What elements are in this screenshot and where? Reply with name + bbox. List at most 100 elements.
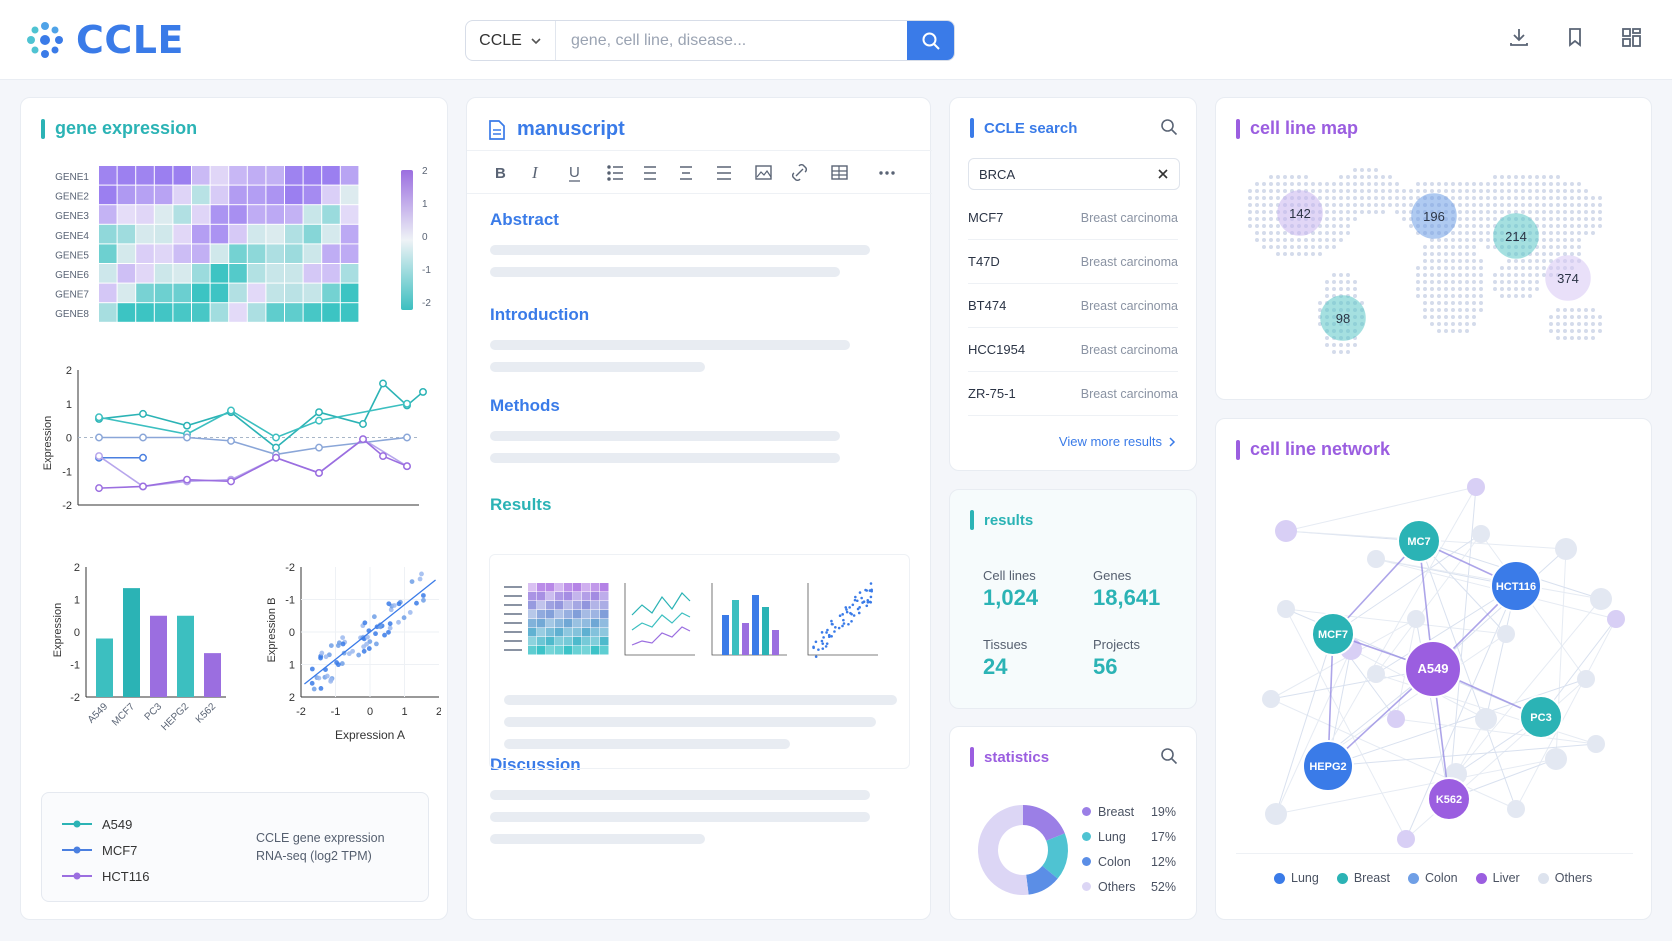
heatmap-cell[interactable]	[340, 205, 359, 224]
scatter-point[interactable]	[311, 686, 317, 692]
heatmap-cell[interactable]	[210, 205, 229, 224]
heatmap-cell[interactable]	[117, 264, 136, 283]
scatter-point[interactable]	[373, 631, 378, 637]
download-icon[interactable]	[1508, 26, 1530, 48]
italic-icon[interactable]: I	[531, 163, 539, 182]
heatmap-cell[interactable]	[99, 244, 117, 263]
scatter-point[interactable]	[365, 634, 370, 640]
heatmap-cell[interactable]	[117, 185, 136, 205]
line-point[interactable]	[272, 453, 280, 462]
heatmap-cell[interactable]	[247, 283, 266, 303]
section-heading-results[interactable]: Results	[490, 495, 552, 514]
network-node-hct116[interactable]: HCT116	[1490, 560, 1542, 612]
line-point[interactable]	[227, 406, 235, 415]
heatmap-cell[interactable]	[173, 283, 191, 303]
heatmap-cell[interactable]	[303, 264, 322, 283]
logo[interactable]: CCLE	[24, 18, 184, 62]
heatmap-cell[interactable]	[340, 244, 359, 263]
search-input[interactable]	[556, 21, 907, 60]
map-bubble[interactable]: 196	[1411, 193, 1457, 239]
line-point[interactable]	[227, 477, 235, 486]
heatmap-cell[interactable]	[192, 264, 210, 283]
search-result-row[interactable]: ZR-75-1 Breast carcinoma	[968, 372, 1178, 416]
scatter-point[interactable]	[362, 620, 368, 626]
heatmap-cell[interactable]	[266, 205, 284, 224]
heatmap-cell[interactable]	[99, 264, 117, 283]
section-heading-introduction[interactable]: Introduction	[490, 305, 590, 324]
scatter-point[interactable]	[323, 654, 329, 660]
scatter-point[interactable]	[335, 643, 341, 648]
section-heading-discussion[interactable]: Discussion	[490, 755, 581, 774]
line-point[interactable]	[315, 408, 323, 417]
clear-icon[interactable]	[1157, 168, 1169, 180]
gene-expression-line-chart[interactable]: 2 1 0 -1 -2 Expression	[21, 358, 449, 538]
heatmap-cell[interactable]	[136, 224, 154, 244]
line-point[interactable]	[139, 453, 147, 462]
line-point[interactable]	[403, 433, 411, 442]
scatter-point[interactable]	[419, 571, 424, 577]
donut-slice-lung[interactable]	[1042, 833, 1068, 879]
heatmap-cell[interactable]	[322, 166, 340, 185]
section-heading-abstract[interactable]: Abstract	[490, 210, 559, 229]
scatter-point[interactable]	[366, 646, 372, 651]
scatter-point[interactable]	[382, 632, 387, 638]
bookmark-icon[interactable]	[1564, 26, 1586, 48]
scatter-point[interactable]	[339, 661, 345, 666]
heatmap-cell[interactable]	[229, 224, 247, 244]
heatmap-cell[interactable]	[285, 303, 303, 322]
scatter-point[interactable]	[324, 673, 330, 679]
heatmap-cell[interactable]	[303, 283, 322, 303]
network-legend-item[interactable]: Breast	[1336, 871, 1390, 885]
results-figure-panel[interactable]	[489, 554, 910, 769]
scatter-point[interactable]	[361, 648, 367, 654]
heatmap-cell[interactable]	[247, 264, 266, 283]
network-legend-item[interactable]: Lung	[1274, 871, 1319, 885]
scatter-point[interactable]	[328, 678, 334, 684]
section-heading-methods[interactable]: Methods	[490, 396, 560, 415]
heatmap-cell[interactable]	[285, 224, 303, 244]
map-bubble[interactable]: 142	[1277, 190, 1323, 236]
heatmap-cell[interactable]	[99, 224, 117, 244]
heatmap-cell[interactable]	[229, 264, 247, 283]
scatter-point[interactable]	[373, 641, 379, 647]
scatter-point[interactable]	[386, 629, 391, 635]
heatmap-cell[interactable]	[192, 166, 210, 185]
heatmap-cell[interactable]	[266, 244, 284, 263]
heatmap-cell[interactable]	[285, 166, 303, 185]
donut-slice-colon[interactable]	[1026, 865, 1058, 895]
scatter-point[interactable]	[309, 680, 315, 686]
network-node-hepg2[interactable]: HEPG2	[1302, 740, 1354, 792]
align-center-icon[interactable]	[680, 166, 692, 180]
bar-pc3[interactable]	[150, 615, 167, 697]
line-point[interactable]	[315, 443, 323, 452]
line-point[interactable]	[139, 409, 147, 418]
align-justify-icon[interactable]	[717, 166, 731, 180]
line-point[interactable]	[183, 433, 191, 442]
heatmap-cell[interactable]	[229, 244, 247, 263]
heatmap-cell[interactable]	[303, 166, 322, 185]
heatmap-cell[interactable]	[173, 205, 191, 224]
heatmap-cell[interactable]	[154, 244, 173, 263]
heatmap-cell[interactable]	[210, 166, 229, 185]
scatter-point[interactable]	[420, 593, 426, 598]
line-point[interactable]	[95, 452, 103, 461]
heatmap-cell[interactable]	[173, 264, 191, 283]
bar-a549[interactable]	[96, 638, 113, 698]
heatmap-cell[interactable]	[117, 303, 136, 322]
heatmap-cell[interactable]	[266, 185, 284, 205]
legend-item[interactable]: A549	[62, 811, 149, 837]
scatter-point[interactable]	[388, 607, 394, 613]
line-series[interactable]	[98, 438, 408, 488]
heatmap-cell[interactable]	[136, 283, 154, 303]
heatmap-cell[interactable]	[247, 244, 266, 263]
heatmap-cell[interactable]	[192, 283, 210, 303]
network-legend-item[interactable]: Others	[1537, 871, 1592, 885]
line-point[interactable]	[379, 379, 387, 388]
line-point[interactable]	[95, 484, 103, 493]
network-node-a549[interactable]: A549	[1404, 640, 1462, 698]
heatmap-cell[interactable]	[154, 264, 173, 283]
search-result-row[interactable]: HCC1954 Breast carcinoma	[968, 328, 1178, 372]
network-node-k562[interactable]: K562	[1427, 777, 1471, 821]
network-legend-item[interactable]: Colon	[1407, 871, 1458, 885]
scatter-point[interactable]	[386, 601, 392, 607]
